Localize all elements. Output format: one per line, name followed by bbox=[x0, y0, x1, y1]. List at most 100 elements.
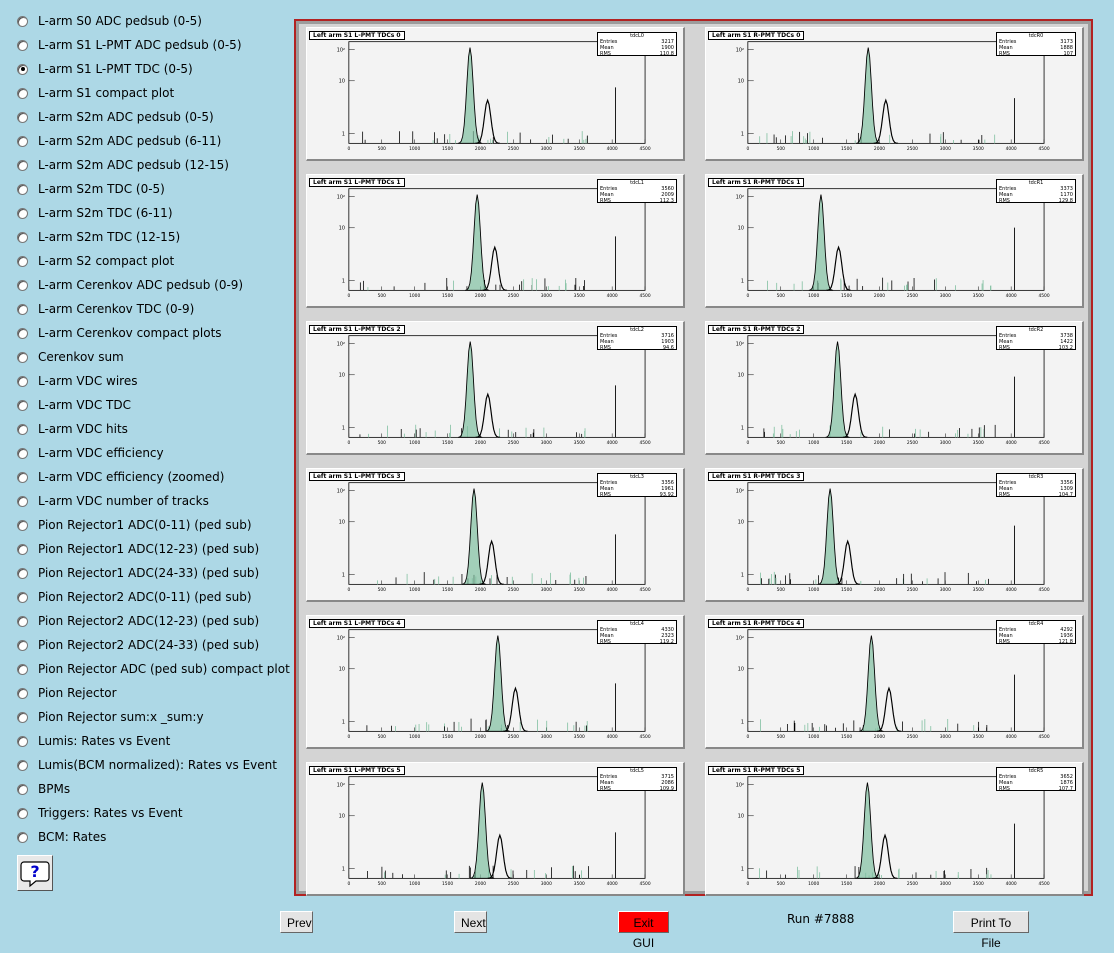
y-tick-label: 1 bbox=[342, 720, 345, 726]
radio-item[interactable]: L-arm S1 L-PMT ADC pedsub (0-5) bbox=[17, 36, 242, 54]
histogram-pad[interactable]: 10² 10 1 0 500 1000 1500 2000 2500 3000 3500 4000 45… bbox=[306, 468, 685, 602]
radio-item[interactable]: L-arm VDC number of tracks bbox=[17, 492, 209, 510]
radio-unchecked-icon[interactable] bbox=[17, 471, 28, 483]
stats-header: tdcR4 bbox=[1028, 621, 1044, 627]
radio-unchecked-icon[interactable] bbox=[17, 39, 28, 51]
radio-unchecked-icon[interactable] bbox=[17, 663, 28, 675]
radio-item[interactable]: Triggers: Rates vs Event bbox=[17, 804, 183, 822]
radio-item[interactable]: Lumis: Rates vs Event bbox=[17, 732, 170, 750]
stats-key: RMS bbox=[999, 639, 1010, 645]
radio-item[interactable]: L-arm S0 ADC pedsub (0-5) bbox=[17, 12, 202, 30]
histogram-pad[interactable]: 10² 10 1 0 500 1000 1500 2000 2500 3000 3500 4000 45… bbox=[306, 615, 685, 749]
radio-unchecked-icon[interactable] bbox=[17, 759, 28, 771]
radio-unchecked-icon[interactable] bbox=[17, 231, 28, 243]
radio-item[interactable]: Pion Rejector1 ADC(12-23) (ped sub) bbox=[17, 540, 259, 558]
next-button[interactable]: Next bbox=[454, 911, 487, 933]
radio-unchecked-icon[interactable] bbox=[17, 135, 28, 147]
radio-unchecked-icon[interactable] bbox=[17, 783, 28, 795]
stats-value: 3373 bbox=[1060, 186, 1073, 192]
histogram-pad[interactable]: 10² 10 1 0 500 1000 1500 2000 2500 3000 3500 4000 45… bbox=[705, 615, 1084, 749]
radio-unchecked-icon[interactable] bbox=[17, 423, 28, 435]
radio-item[interactable]: L-arm Cerenkov ADC pedsub (0-9) bbox=[17, 276, 243, 294]
radio-item[interactable]: L-arm VDC wires bbox=[17, 372, 137, 390]
radio-unchecked-icon[interactable] bbox=[17, 183, 28, 195]
radio-checked-icon[interactable] bbox=[17, 63, 28, 75]
radio-item[interactable]: L-arm VDC hits bbox=[17, 420, 128, 438]
radio-item[interactable]: L-arm S2m ADC pedsub (0-5) bbox=[17, 108, 214, 126]
radio-unchecked-icon[interactable] bbox=[17, 519, 28, 531]
radio-item[interactable]: Pion Rejector sum:x _sum:y bbox=[17, 708, 204, 726]
histogram-pad[interactable]: 10² 10 1 0 500 1000 1500 2000 2500 3000 3500 4000 45… bbox=[705, 27, 1084, 161]
radio-item[interactable]: L-arm S2 compact plot bbox=[17, 252, 174, 270]
radio-item[interactable]: L-arm S2m ADC pedsub (6-11) bbox=[17, 132, 221, 150]
histogram-pad[interactable]: 10² 10 1 0 500 1000 1500 2000 2500 3000 3500 4000 45… bbox=[306, 174, 685, 308]
histogram-pad[interactable]: 10² 10 1 0 500 1000 1500 2000 2500 3000 3500 4000 45… bbox=[705, 174, 1084, 308]
radio-item[interactable]: Pion Rejector1 ADC(0-11) (ped sub) bbox=[17, 516, 252, 534]
histogram-pad[interactable]: 10² 10 1 0 500 1000 1500 2000 2500 3000 3500 4000 45… bbox=[306, 762, 685, 896]
stats-box: tdcL5 Entries 3715 Mean 2086 RMS 109.9 bbox=[597, 767, 677, 792]
print-to-file-button[interactable]: Print To File bbox=[953, 911, 1029, 950]
stats-value: 104.7 bbox=[1058, 492, 1073, 498]
radio-item[interactable]: Pion Rejector ADC (ped sub) compact plot bbox=[17, 660, 290, 678]
radio-unchecked-icon[interactable] bbox=[17, 567, 28, 579]
radio-item[interactable]: Pion Rejector2 ADC(12-23) (ped sub) bbox=[17, 612, 259, 630]
radio-item[interactable]: L-arm S2m ADC pedsub (12-15) bbox=[17, 156, 229, 174]
radio-item[interactable]: Cerenkov sum bbox=[17, 348, 124, 366]
stats-value: 3560 bbox=[661, 186, 674, 192]
histogram-pad[interactable]: 10² 10 1 0 500 1000 1500 2000 2500 3000 3500 4000 45… bbox=[306, 27, 685, 161]
radio-item[interactable]: BPMs bbox=[17, 780, 70, 798]
radio-item[interactable]: L-arm VDC TDC bbox=[17, 396, 131, 414]
stats-row: Entries 3716 bbox=[598, 333, 676, 339]
histogram-pad[interactable]: 10² 10 1 0 500 1000 1500 2000 2500 3000 3500 4000 45… bbox=[705, 321, 1084, 455]
radio-item[interactable]: BCM: Rates bbox=[17, 828, 106, 846]
radio-unchecked-icon[interactable] bbox=[17, 807, 28, 819]
radio-unchecked-icon[interactable] bbox=[17, 351, 28, 363]
radio-unchecked-icon[interactable] bbox=[17, 615, 28, 627]
radio-unchecked-icon[interactable] bbox=[17, 255, 28, 267]
radio-label: BPMs bbox=[38, 782, 71, 796]
radio-item[interactable]: Pion Rejector2 ADC(24-33) (ped sub) bbox=[17, 636, 259, 654]
stats-header: tdcL0 bbox=[630, 33, 644, 39]
stats-header: tdcL1 bbox=[630, 180, 644, 186]
radio-unchecked-icon[interactable] bbox=[17, 639, 28, 651]
radio-item[interactable]: L-arm VDC efficiency bbox=[17, 444, 164, 462]
radio-item[interactable]: Pion Rejector2 ADC(0-11) (ped sub) bbox=[17, 588, 252, 606]
stats-value: 4330 bbox=[661, 627, 674, 633]
radio-unchecked-icon[interactable] bbox=[17, 831, 28, 843]
radio-item[interactable]: Lumis(BCM normalized): Rates vs Event bbox=[17, 756, 277, 774]
radio-unchecked-icon[interactable] bbox=[17, 495, 28, 507]
radio-item[interactable]: L-arm VDC efficiency (zoomed) bbox=[17, 468, 224, 486]
histogram-pad[interactable]: 10² 10 1 0 500 1000 1500 2000 2500 3000 3500 4000 45… bbox=[705, 762, 1084, 896]
radio-item[interactable]: L-arm S2m TDC (6-11) bbox=[17, 204, 173, 222]
radio-unchecked-icon[interactable] bbox=[17, 303, 28, 315]
radio-unchecked-icon[interactable] bbox=[17, 111, 28, 123]
radio-unchecked-icon[interactable] bbox=[17, 15, 28, 27]
radio-item[interactable]: Pion Rejector bbox=[17, 684, 117, 702]
prev-button[interactable]: Prev bbox=[280, 911, 313, 933]
radio-unchecked-icon[interactable] bbox=[17, 687, 28, 699]
radio-unchecked-icon[interactable] bbox=[17, 591, 28, 603]
help-button[interactable]: ? bbox=[17, 855, 53, 891]
radio-item[interactable]: L-arm S2m TDC (12-15) bbox=[17, 228, 180, 246]
histogram-pad[interactable]: 10² 10 1 0 500 1000 1500 2000 2500 3000 3500 4000 45… bbox=[306, 321, 685, 455]
radio-unchecked-icon[interactable] bbox=[17, 447, 28, 459]
radio-item[interactable]: L-arm S2m TDC (0-5) bbox=[17, 180, 165, 198]
exit-gui-button[interactable]: Exit GUI bbox=[618, 911, 669, 950]
radio-item[interactable]: L-arm Cerenkov TDC (0-9) bbox=[17, 300, 194, 318]
histogram-canvas[interactable]: 10² 10 1 0 500 1000 1500 2000 2500 3000 3500 4000 45… bbox=[294, 19, 1093, 896]
histogram-pad[interactable]: 10² 10 1 0 500 1000 1500 2000 2500 3000 3500 4000 45… bbox=[705, 468, 1084, 602]
radio-item[interactable]: Pion Rejector1 ADC(24-33) (ped sub) bbox=[17, 564, 259, 582]
radio-item[interactable]: L-arm S1 compact plot bbox=[17, 84, 174, 102]
radio-unchecked-icon[interactable] bbox=[17, 327, 28, 339]
radio-unchecked-icon[interactable] bbox=[17, 543, 28, 555]
radio-unchecked-icon[interactable] bbox=[17, 375, 28, 387]
radio-unchecked-icon[interactable] bbox=[17, 711, 28, 723]
radio-unchecked-icon[interactable] bbox=[17, 399, 28, 411]
radio-item[interactable]: L-arm Cerenkov compact plots bbox=[17, 324, 222, 342]
radio-unchecked-icon[interactable] bbox=[17, 279, 28, 291]
radio-unchecked-icon[interactable] bbox=[17, 207, 28, 219]
radio-unchecked-icon[interactable] bbox=[17, 735, 28, 747]
radio-item[interactable]: L-arm S1 L-PMT TDC (0-5) bbox=[17, 60, 193, 78]
radio-unchecked-icon[interactable] bbox=[17, 87, 28, 99]
radio-unchecked-icon[interactable] bbox=[17, 159, 28, 171]
